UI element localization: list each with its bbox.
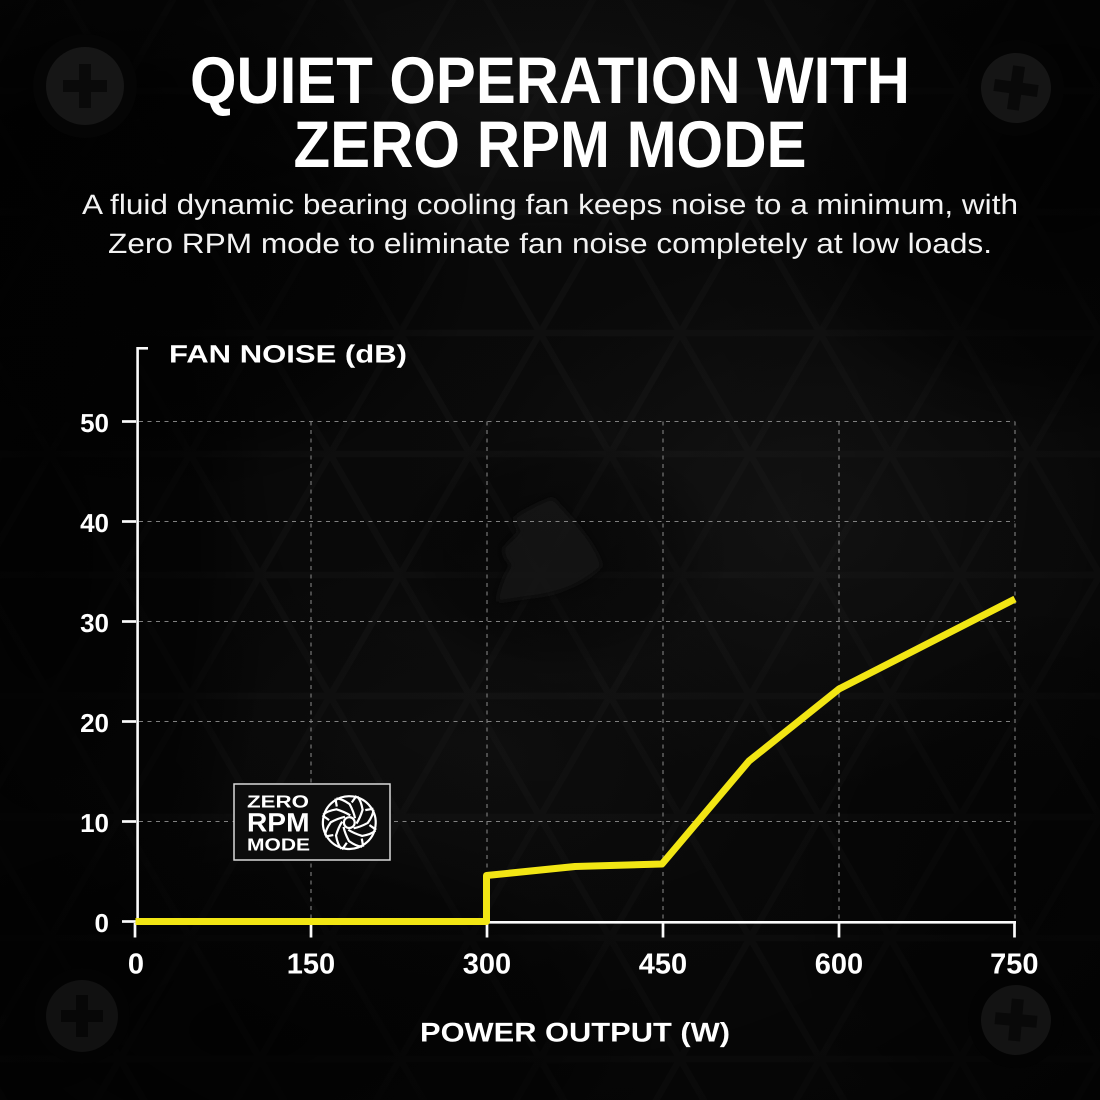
svg-text:10: 10 — [80, 808, 109, 838]
svg-text:MODE: MODE — [247, 834, 310, 854]
svg-text:30: 30 — [80, 608, 109, 638]
svg-text:QUIET OPERATION WITH: QUIET OPERATION WITH — [190, 43, 910, 117]
svg-text:600: 600 — [815, 949, 863, 981]
svg-text:POWER OUTPUT (W): POWER OUTPUT (W) — [420, 1018, 730, 1048]
svg-text:Zero RPM mode to eliminate fan: Zero RPM mode to eliminate fan noise com… — [108, 228, 992, 259]
svg-text:0: 0 — [128, 949, 144, 981]
svg-text:RPM: RPM — [247, 808, 310, 838]
svg-text:A fluid dynamic bearing coolin: A fluid dynamic bearing cooling fan keep… — [82, 189, 1018, 220]
svg-text:ZERO: ZERO — [247, 792, 309, 812]
svg-text:FAN NOISE (dB): FAN NOISE (dB) — [169, 341, 407, 369]
svg-text:750: 750 — [990, 949, 1038, 981]
svg-text:50: 50 — [80, 408, 109, 438]
svg-text:40: 40 — [80, 508, 109, 538]
svg-text:0: 0 — [95, 908, 109, 938]
svg-text:150: 150 — [287, 949, 335, 981]
svg-text:20: 20 — [80, 708, 109, 738]
svg-text:450: 450 — [639, 949, 687, 981]
svg-text:300: 300 — [463, 949, 511, 981]
svg-text:ZERO RPM MODE: ZERO RPM MODE — [294, 107, 807, 181]
